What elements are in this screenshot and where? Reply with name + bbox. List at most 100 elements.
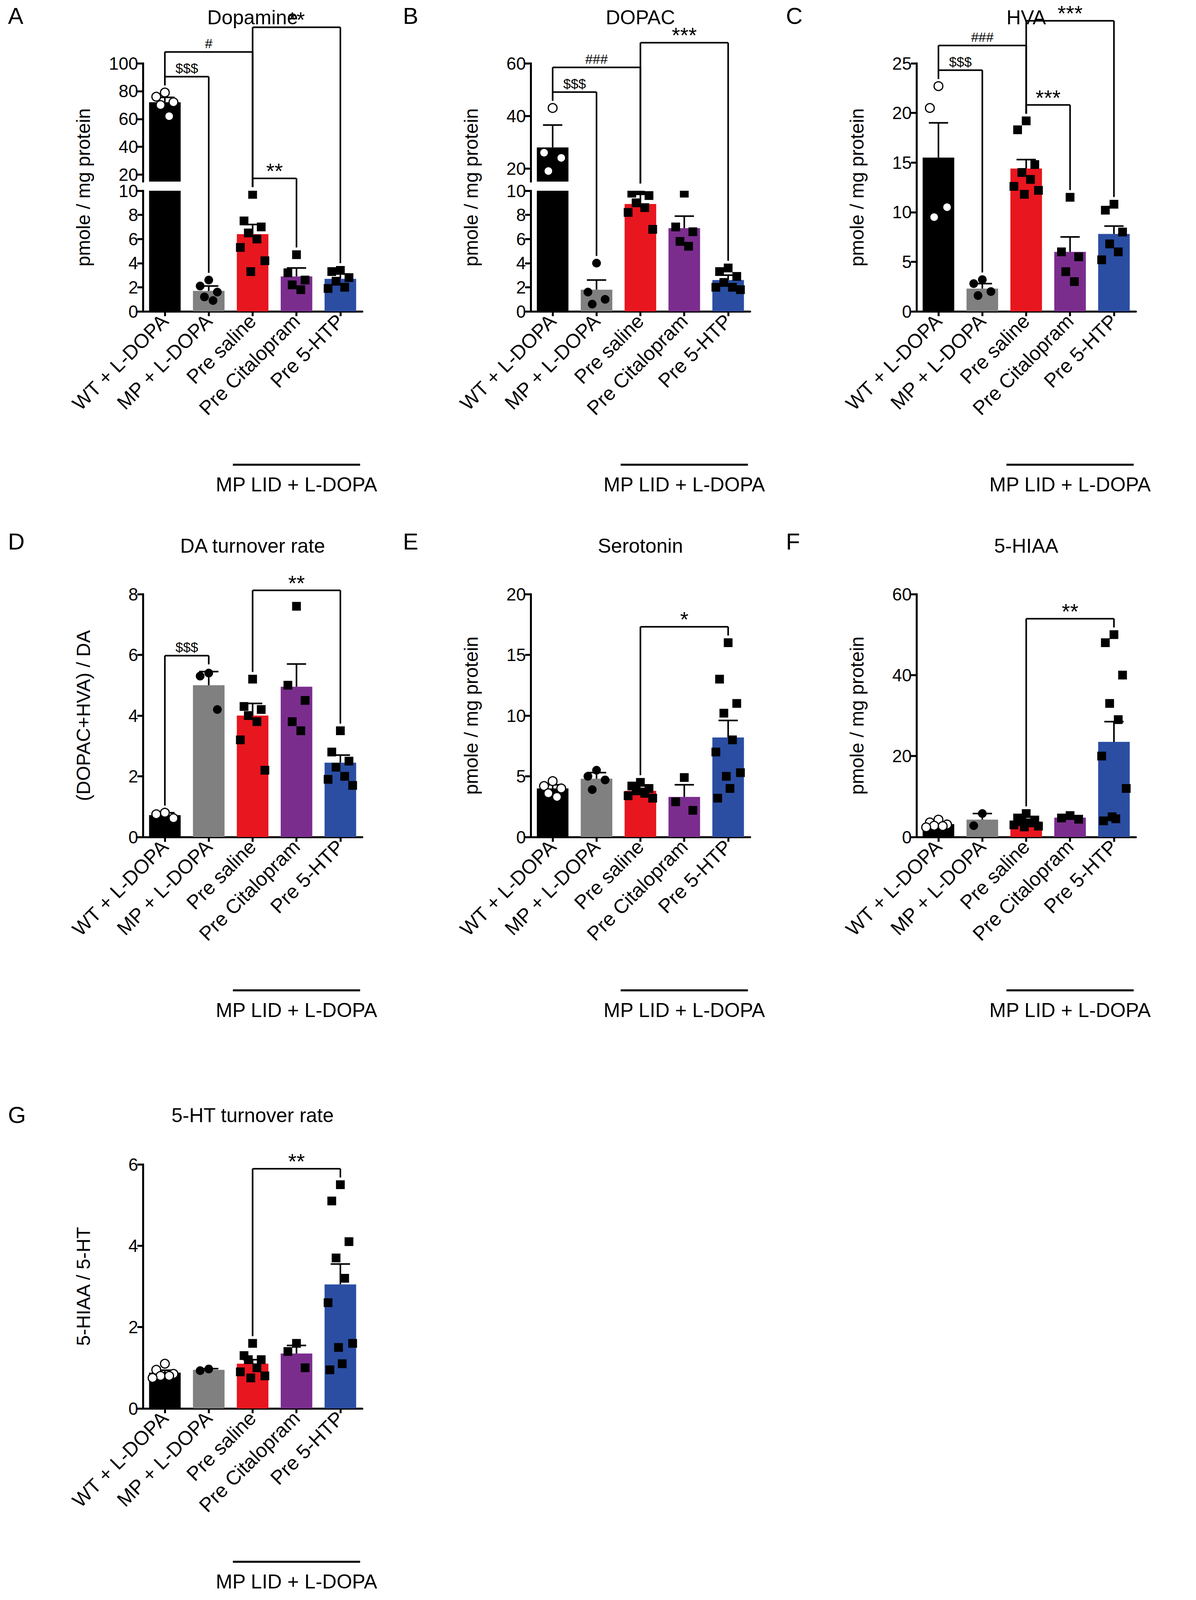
svg-text:25: 25 — [892, 53, 912, 74]
svg-text:8: 8 — [128, 584, 139, 604]
svg-text:DA turnover rate: DA turnover rate — [179, 534, 325, 557]
svg-text:6: 6 — [128, 644, 139, 665]
svg-text:DOPAC: DOPAC — [605, 6, 675, 29]
svg-text:MP LID + L-DOPA: MP LID + L-DOPA — [215, 1570, 378, 1593]
svg-text:pmole / mg protein: pmole / mg protein — [460, 108, 482, 267]
svg-text:6: 6 — [128, 229, 139, 249]
svg-text:(DOPAC+HVA) / DA: (DOPAC+HVA) / DA — [72, 630, 94, 802]
svg-text:Pre 5-HTP: Pre 5-HTP — [265, 309, 349, 393]
svg-text:100: 100 — [109, 53, 139, 74]
svg-text:Pre 5-HTP: Pre 5-HTP — [653, 835, 737, 918]
svg-text:40: 40 — [118, 136, 139, 157]
svg-text:2: 2 — [516, 277, 526, 298]
svg-text:MP LID + L-DOPA: MP LID + L-DOPA — [215, 473, 378, 496]
svg-text:60: 60 — [506, 53, 526, 74]
svg-text:$$$: $$$ — [563, 76, 587, 92]
svg-text:2: 2 — [128, 1317, 139, 1337]
svg-text:MP LID + L-DOPA: MP LID + L-DOPA — [603, 473, 766, 496]
svg-text:40: 40 — [506, 106, 526, 126]
svg-text:pmole / mg protein: pmole / mg protein — [72, 108, 94, 267]
svg-text:15: 15 — [892, 152, 912, 173]
svg-text:MP LID + L-DOPA: MP LID + L-DOPA — [603, 998, 766, 1022]
svg-text:***: *** — [1035, 85, 1061, 110]
svg-text:Pre 5-HTP: Pre 5-HTP — [653, 309, 737, 393]
svg-text:2: 2 — [128, 277, 139, 298]
svg-text:5-HT turnover rate: 5-HT turnover rate — [171, 1104, 335, 1127]
svg-text:10: 10 — [506, 181, 526, 201]
svg-text:Pre Citalopram: Pre Citalopram — [194, 309, 305, 420]
svg-text:D: D — [7, 528, 25, 555]
svg-text:8: 8 — [516, 205, 526, 225]
svg-text:20: 20 — [118, 164, 139, 185]
svg-text:Pre 5-HTP: Pre 5-HTP — [1039, 835, 1122, 918]
svg-text:10: 10 — [892, 202, 912, 222]
svg-text:8: 8 — [128, 205, 139, 225]
svg-text:Pre Citalopram: Pre Citalopram — [582, 835, 693, 945]
svg-text:Pre 5-HTP: Pre 5-HTP — [265, 1406, 349, 1490]
svg-text:###: ### — [971, 29, 994, 45]
svg-text:2: 2 — [128, 766, 139, 786]
svg-text:pmole / mg protein: pmole / mg protein — [846, 636, 868, 795]
svg-text:###: ### — [585, 51, 608, 67]
svg-text:5: 5 — [902, 252, 912, 272]
svg-text:20: 20 — [892, 103, 912, 123]
svg-text:80: 80 — [118, 81, 139, 101]
svg-text:$$$: $$$ — [175, 639, 199, 655]
svg-text:40: 40 — [892, 665, 912, 685]
svg-text:Serotonin: Serotonin — [597, 534, 683, 557]
svg-text:0: 0 — [516, 301, 526, 322]
svg-text:Pre Citalopram: Pre Citalopram — [582, 309, 693, 420]
svg-text:pmole / mg protein: pmole / mg protein — [846, 108, 868, 267]
svg-text:MP LID + L-DOPA: MP LID + L-DOPA — [989, 998, 1152, 1022]
svg-text:#: # — [205, 35, 213, 51]
svg-text:20: 20 — [506, 584, 526, 604]
svg-text:5: 5 — [516, 766, 526, 786]
svg-text:5-HIAA: 5-HIAA — [994, 534, 1059, 557]
svg-text:60: 60 — [118, 109, 139, 129]
svg-text:***: *** — [671, 23, 697, 47]
svg-text:5-HIAA / 5-HT: 5-HIAA / 5-HT — [72, 1226, 94, 1346]
svg-text:6: 6 — [516, 229, 526, 249]
svg-text:*: * — [680, 607, 689, 632]
svg-text:60: 60 — [892, 584, 912, 604]
svg-text:Pre Citalopram: Pre Citalopram — [968, 309, 1078, 420]
svg-text:0: 0 — [128, 301, 139, 322]
svg-text:A: A — [7, 2, 24, 29]
svg-text:0: 0 — [516, 827, 526, 847]
svg-text:Pre Citalopram: Pre Citalopram — [194, 1406, 305, 1517]
svg-text:Dopamine: Dopamine — [207, 6, 299, 29]
svg-text:4: 4 — [516, 253, 526, 273]
svg-text:**: ** — [288, 7, 305, 32]
svg-text:$$$: $$$ — [949, 54, 972, 70]
svg-text:$$$: $$$ — [175, 60, 199, 76]
svg-text:C: C — [785, 2, 803, 29]
svg-text:Pre 5-HTP: Pre 5-HTP — [265, 835, 349, 918]
svg-text:15: 15 — [506, 644, 526, 665]
svg-text:**: ** — [1061, 599, 1079, 624]
svg-text:Pre Citalopram: Pre Citalopram — [968, 835, 1078, 945]
svg-text:6: 6 — [128, 1154, 139, 1175]
svg-text:0: 0 — [902, 301, 912, 322]
svg-text:MP LID + L-DOPA: MP LID + L-DOPA — [215, 998, 378, 1022]
svg-text:**: ** — [288, 1149, 305, 1173]
svg-text:pmole / mg protein: pmole / mg protein — [460, 636, 482, 795]
svg-text:0: 0 — [902, 827, 912, 847]
svg-text:4: 4 — [128, 705, 139, 726]
svg-text:E: E — [402, 528, 419, 555]
svg-text:4: 4 — [128, 1235, 139, 1256]
svg-text:F: F — [785, 528, 800, 555]
svg-text:20: 20 — [892, 746, 912, 766]
svg-text:B: B — [402, 2, 419, 29]
svg-text:**: ** — [288, 570, 305, 595]
svg-text:0: 0 — [128, 827, 139, 847]
svg-text:20: 20 — [506, 158, 526, 179]
svg-text:**: ** — [266, 158, 284, 183]
svg-text:10: 10 — [506, 705, 526, 726]
svg-text:Pre Citalopram: Pre Citalopram — [194, 835, 305, 945]
svg-text:G: G — [7, 1101, 26, 1128]
svg-text:***: *** — [1057, 1, 1083, 26]
svg-text:MP LID + L-DOPA: MP LID + L-DOPA — [989, 473, 1152, 496]
svg-text:0: 0 — [128, 1398, 139, 1419]
svg-text:4: 4 — [128, 253, 139, 273]
svg-text:Pre 5-HTP: Pre 5-HTP — [1039, 309, 1122, 393]
